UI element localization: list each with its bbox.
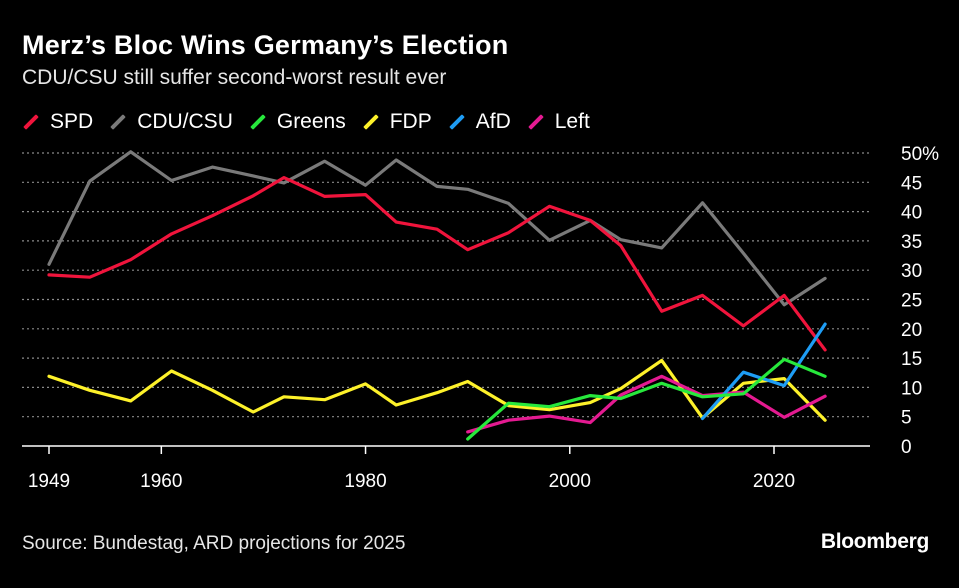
y-tick-label: 15 xyxy=(901,349,922,370)
chart-subtitle: CDU/CSU still suffer second-worst result… xyxy=(22,66,447,89)
legend-item-fdp: FDP xyxy=(362,110,432,134)
series-lines xyxy=(47,150,827,441)
y-tick-label: 50% xyxy=(901,144,939,165)
brand-logo: Bloomberg xyxy=(820,530,929,553)
chart-title: Merz’s Bloc Wins Germany’s Election xyxy=(22,30,509,60)
axes: 0 5 10 15 20 25 30 35 40 45 50% 1949 1960 1980 2000 202… xyxy=(28,144,939,492)
y-tick-label: 45 xyxy=(901,173,922,194)
x-tick-label: 2000 xyxy=(549,471,591,492)
y-tick-label: 40 xyxy=(901,203,922,224)
legend-item-cdu-csu: CDU/CSU xyxy=(109,110,233,134)
y-tick-label: 30 xyxy=(901,261,922,282)
legend-label-spd: SPD xyxy=(50,110,94,133)
y-tick-label: 0 xyxy=(901,437,912,458)
legend-label-cdu-csu: CDU/CSU xyxy=(137,110,233,133)
y-tick-label: 20 xyxy=(901,320,922,341)
legend: SPD CDU/CSU Greens FDP AfD Left xyxy=(22,110,606,134)
legend-item-left: Left xyxy=(527,110,590,134)
source-note: Source: Bundestag, ARD projections for 2… xyxy=(22,533,406,554)
series-line-greens xyxy=(466,357,827,441)
y-tick-label: 10 xyxy=(901,378,922,399)
legend-item-spd: SPD xyxy=(22,110,93,134)
x-tick-label: 1960 xyxy=(140,471,182,492)
legend-label-left: Left xyxy=(554,110,590,133)
x-tick-label: 1949 xyxy=(28,471,70,492)
x-tick-label: 2020 xyxy=(753,471,795,492)
x-tick-label: 1980 xyxy=(344,471,386,492)
y-tick-label: 25 xyxy=(901,291,922,312)
legend-label-afd: AfD xyxy=(475,110,511,133)
legend-label-greens: Greens xyxy=(276,110,346,133)
series-line-fdp xyxy=(47,358,827,422)
series-line-cdu-csu xyxy=(47,150,827,307)
legend-item-greens: Greens xyxy=(249,110,346,134)
series-line-left xyxy=(466,374,827,434)
legend-label-fdp: FDP xyxy=(389,110,432,133)
y-tick-label: 35 xyxy=(901,232,922,253)
y-tick-label: 5 xyxy=(901,408,912,429)
gridlines xyxy=(22,152,870,447)
legend-item-afd: AfD xyxy=(448,110,511,134)
series-line-spd xyxy=(47,176,827,352)
